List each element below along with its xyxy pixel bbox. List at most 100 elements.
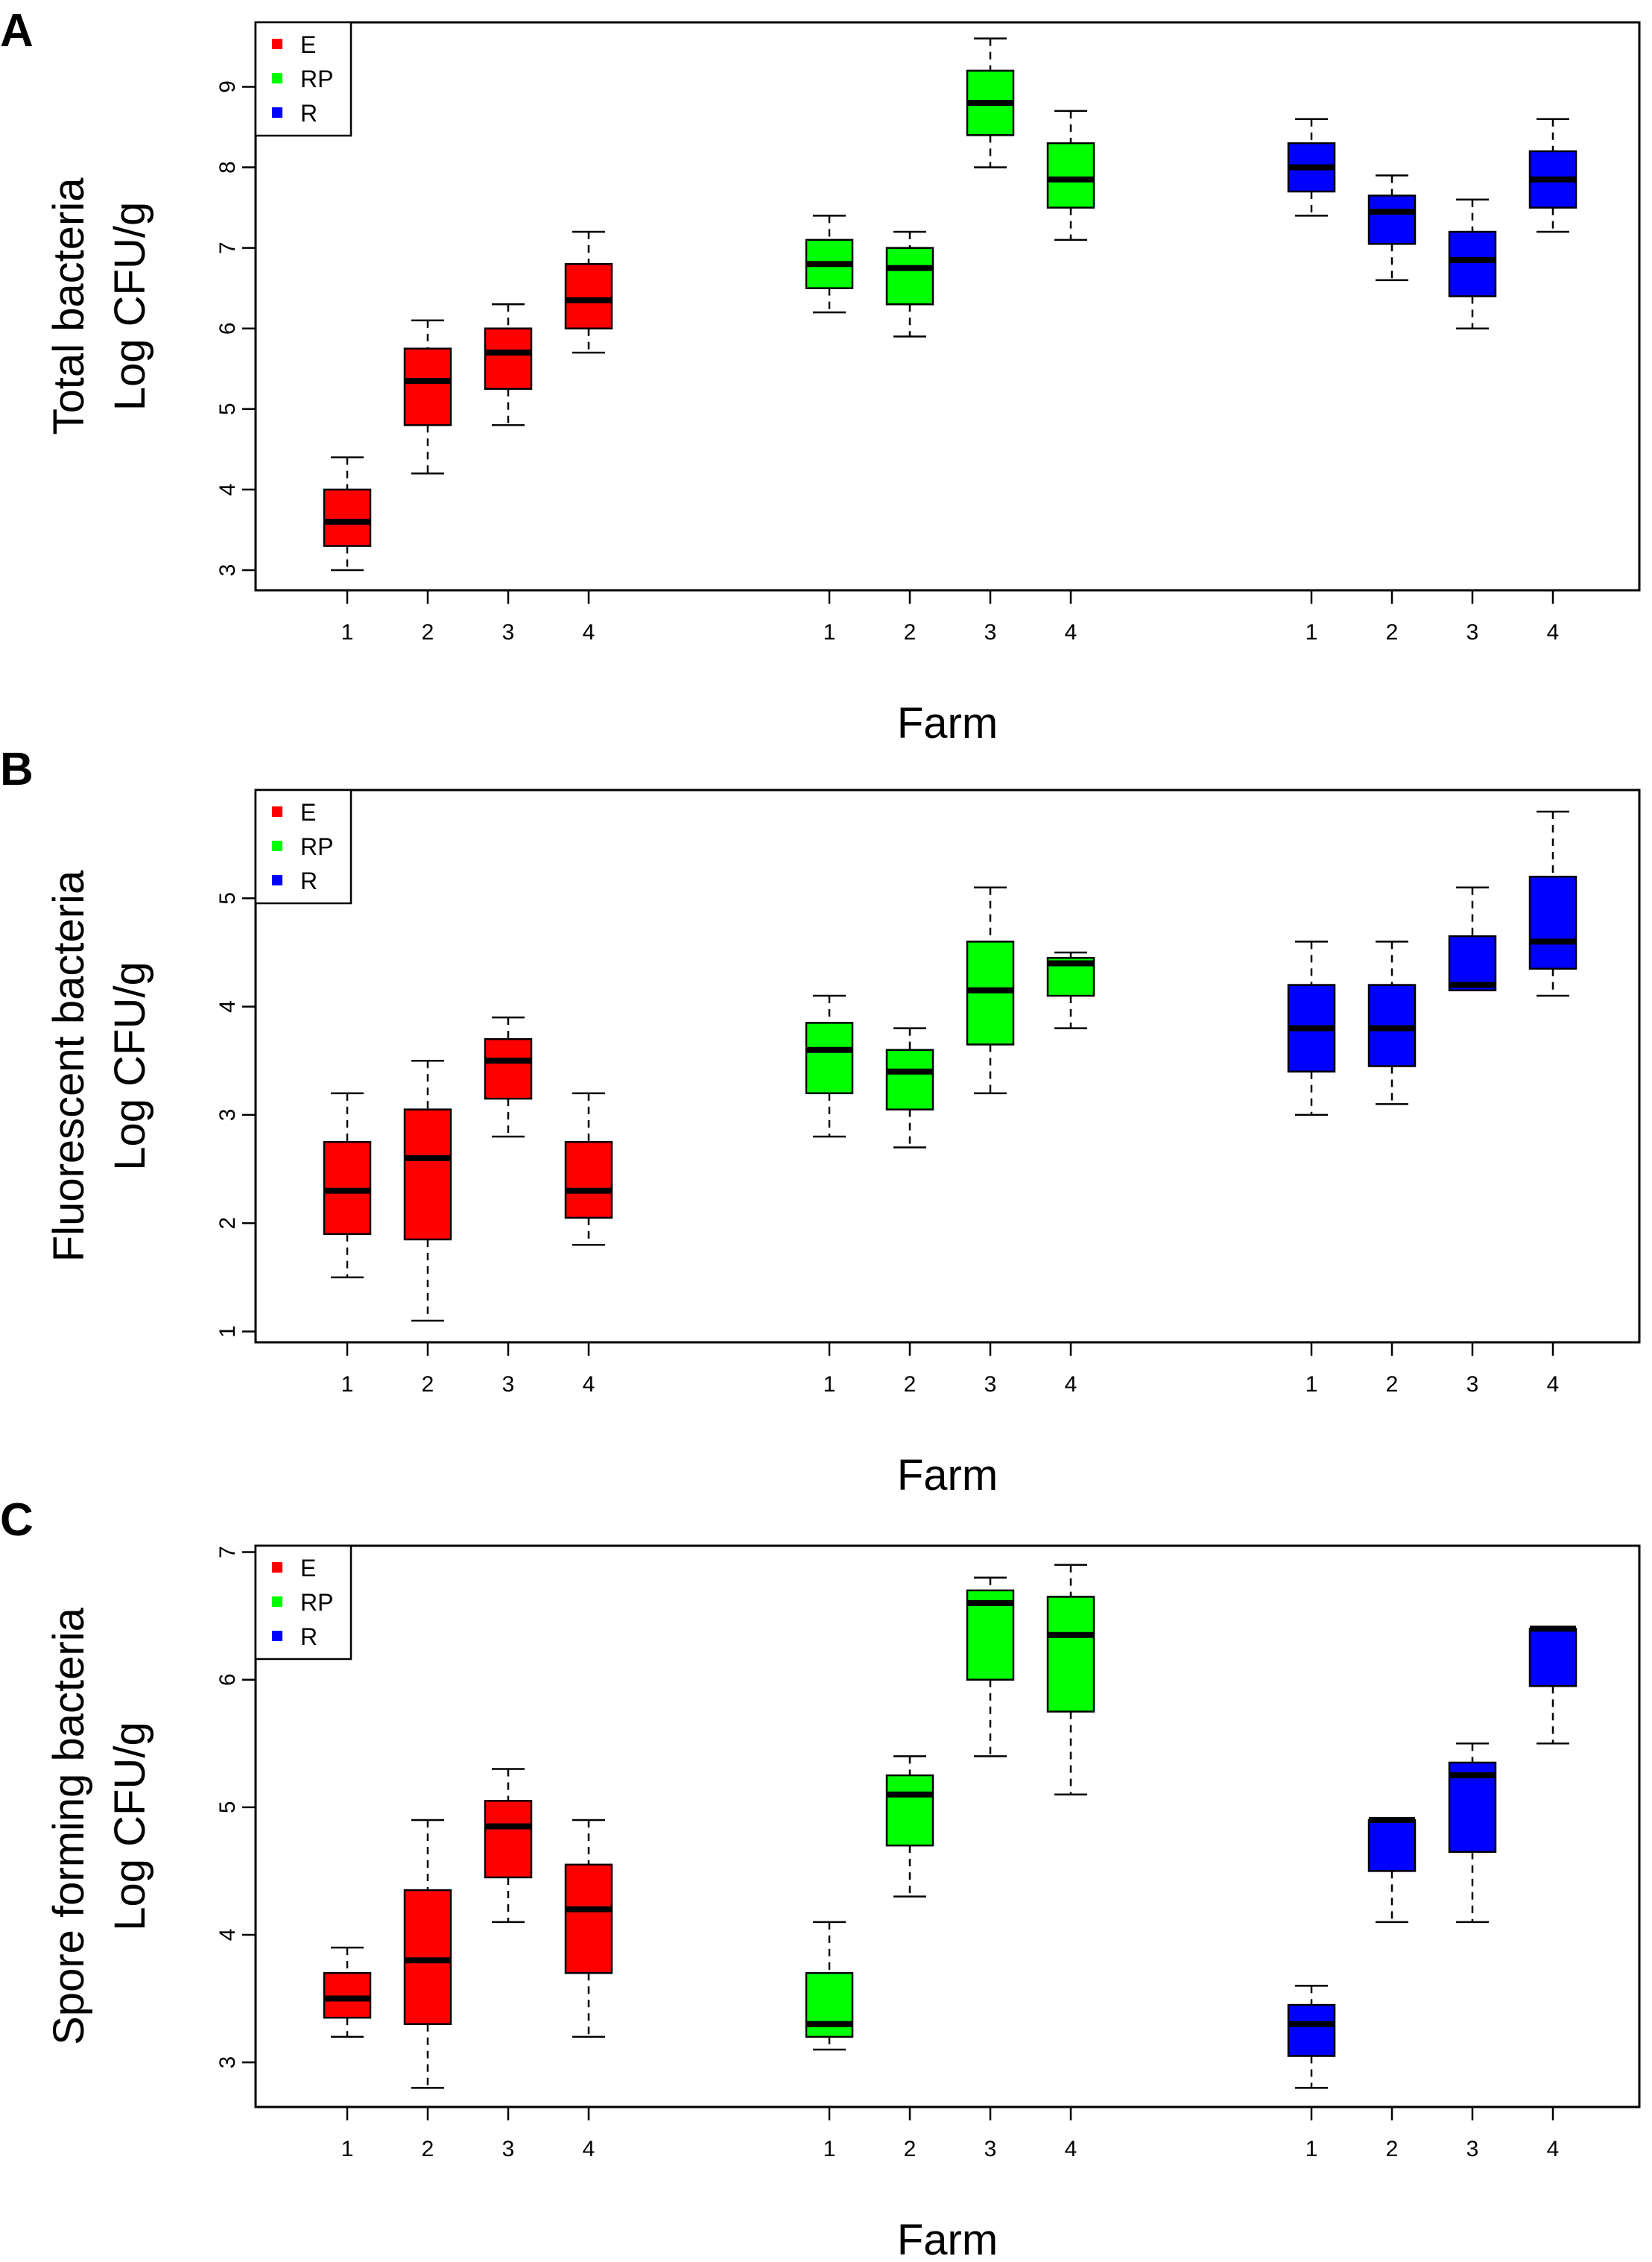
- x-tick-label: 4: [1065, 1372, 1077, 1397]
- x-tick-label: 2: [1386, 620, 1399, 645]
- legend-swatch: [272, 875, 282, 885]
- x-tick-label: 2: [904, 1372, 917, 1397]
- y-axis-label-a-line2: Log CFU/g: [106, 202, 154, 411]
- x-tick-label: 4: [1547, 620, 1560, 645]
- x-tick-label: 2: [422, 620, 434, 645]
- y-tick-label: 7: [215, 241, 240, 254]
- box-RP-2: [885, 1774, 934, 1847]
- y-axis-label-b-line1: Fluorescent bacteria: [45, 870, 93, 1262]
- box-E-3: [484, 1800, 533, 1879]
- panel-b: B Fluorescent bacteria Log CFU/g Farm 1 2…: [0, 744, 1641, 1500]
- y-tick-label: 6: [215, 322, 240, 335]
- legend-swatch: [272, 39, 282, 49]
- x-tick-label: 3: [984, 620, 997, 645]
- x-tick-label: 3: [502, 2137, 515, 2161]
- box-E-1: [323, 488, 372, 547]
- box-E-4: [564, 1863, 613, 1974]
- panel-letter-c: C: [0, 1494, 34, 1546]
- x-tick-label: 1: [1306, 1372, 1318, 1397]
- legend-box: [254, 789, 352, 905]
- panel-letter-b: B: [0, 744, 34, 795]
- y-axis-label-c-line1: Spore forming bacteria: [45, 1607, 93, 2044]
- box-RP-1: [805, 1972, 854, 2038]
- legend-label: E: [300, 1555, 316, 1582]
- x-axis-label-c: Farm: [897, 2216, 998, 2262]
- y-tick-label: 3: [215, 2056, 240, 2069]
- legend-swatch: [272, 841, 282, 851]
- x-tick-label: 4: [1065, 2137, 1077, 2161]
- legend-label: RP: [300, 66, 333, 92]
- y-axis-label-b-line2: Log CFU/g: [106, 961, 154, 1170]
- legend-box: [254, 21, 352, 137]
- x-tick-label: 1: [823, 1372, 836, 1397]
- y-tick-label: 4: [215, 1000, 240, 1013]
- y-tick-label: 6: [215, 1673, 240, 1686]
- x-tick-label: 3: [1466, 620, 1479, 645]
- y-tick-label: 4: [215, 1929, 240, 1942]
- x-tick-label: 4: [1065, 620, 1077, 645]
- legend-label: E: [300, 31, 316, 58]
- x-tick-label: 1: [1306, 620, 1318, 645]
- plot-frame: [254, 1544, 1641, 2108]
- y-axis-label-a-line1: Total bacteria: [45, 177, 93, 435]
- x-tick-label: 3: [1466, 2137, 1479, 2161]
- x-tick-label: 4: [1547, 2137, 1560, 2161]
- box-RP-2: [885, 1049, 934, 1111]
- x-tick-label: 2: [904, 2137, 917, 2161]
- legend-swatch: [272, 1562, 282, 1573]
- x-tick-label: 2: [422, 2137, 434, 2161]
- x-tick-label: 1: [341, 1372, 354, 1397]
- x-tick-label: 1: [341, 2137, 354, 2161]
- x-axis-label-b: Farm: [897, 1451, 998, 1500]
- box-E-1: [323, 1972, 372, 2019]
- legend-swatch: [272, 806, 282, 817]
- plot-frame: [254, 789, 1641, 1344]
- x-tick-label: 2: [1386, 2137, 1399, 2161]
- box-E-2: [403, 347, 452, 426]
- x-tick-label: 1: [341, 620, 354, 645]
- x-tick-label: 3: [502, 1372, 515, 1397]
- panel-a: A Total bacteria Log CFU/g Farm 3 4 5 6 7 8 9 1…: [0, 5, 1641, 748]
- y-tick-label: 3: [215, 1109, 240, 1122]
- x-tick-label: 4: [583, 2137, 595, 2161]
- x-tick-label: 3: [502, 620, 515, 645]
- x-tick-label: 4: [583, 1372, 595, 1397]
- panel-letter-a: A: [0, 5, 34, 57]
- x-tick-label: 2: [1386, 1372, 1399, 1397]
- x-tick-label: 3: [1466, 1372, 1479, 1397]
- panel-c: C Spore forming bacteria Log CFU/g Farm …: [0, 1494, 1641, 2262]
- x-tick-label: 4: [583, 620, 595, 645]
- box-E-4: [564, 1140, 613, 1219]
- box-E-4: [564, 263, 613, 329]
- y-tick-label: 1: [215, 1325, 240, 1338]
- box-R-2: [1367, 195, 1417, 245]
- y-tick-label: 5: [215, 892, 240, 905]
- box-R-3: [1448, 935, 1497, 992]
- box-RP-1: [805, 1022, 854, 1095]
- legend-label: R: [300, 868, 317, 894]
- box-E-2: [403, 1108, 452, 1241]
- plot-frame: [254, 21, 1641, 592]
- box-R-3: [1448, 230, 1497, 297]
- box-R-4: [1528, 875, 1577, 970]
- x-tick-label: 2: [422, 1372, 434, 1397]
- y-tick-label: 8: [215, 161, 240, 174]
- legend-label: E: [300, 799, 316, 826]
- box-E-2: [403, 1889, 452, 2026]
- box-RP-2: [885, 247, 934, 306]
- y-tick-label: 3: [215, 564, 240, 577]
- x-tick-label: 1: [1306, 2137, 1318, 2161]
- legend-swatch: [272, 107, 282, 118]
- y-tick-label: 5: [215, 1801, 240, 1813]
- y-tick-label: 9: [215, 80, 240, 93]
- box-R-4: [1528, 1627, 1577, 1687]
- box-RP-4: [1046, 142, 1095, 209]
- y-tick-label: 7: [215, 1546, 240, 1558]
- box-E-3: [484, 327, 533, 391]
- legend-label: R: [300, 1623, 317, 1650]
- x-tick-label: 3: [984, 1372, 997, 1397]
- y-axis-label-c-line2: Log CFU/g: [106, 1722, 154, 1930]
- box-RP-4: [1046, 1596, 1095, 1713]
- legend-label: RP: [300, 833, 333, 860]
